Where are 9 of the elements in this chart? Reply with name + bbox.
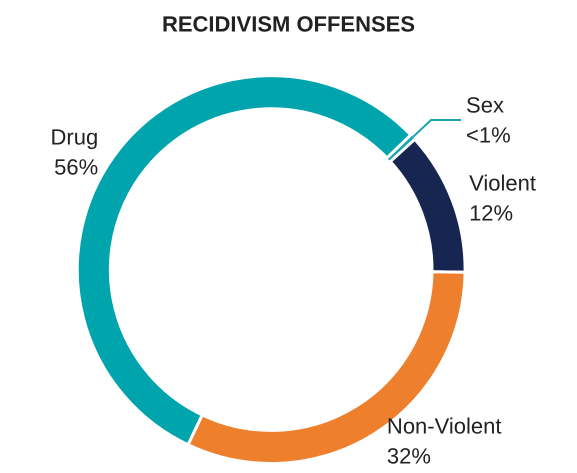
slice-label: Non-Violent [386, 414, 502, 439]
chart-title: RECIDIVISM OFFENSES [162, 12, 416, 36]
slice-label: Sex [466, 92, 504, 118]
slice-label: Drug [50, 124, 98, 150]
data-label: 32% [386, 444, 431, 469]
slice-label: Violent [469, 170, 536, 196]
data-label: <1% [466, 122, 511, 148]
data-label: 12% [469, 200, 514, 226]
data-label: 56% [54, 154, 98, 180]
